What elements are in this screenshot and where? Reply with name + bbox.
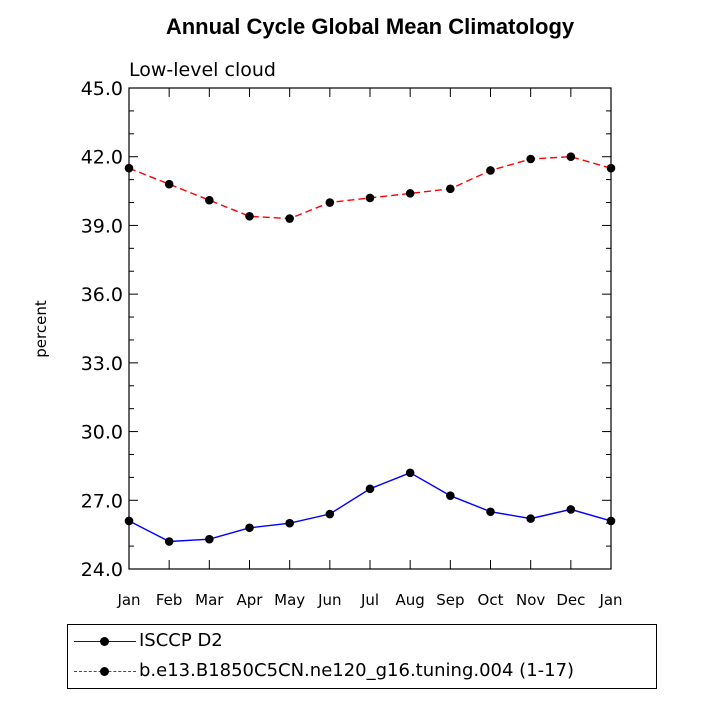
- y-tick-label: 24.0: [81, 559, 123, 581]
- data-point: [486, 507, 495, 517]
- plot-frame: [128, 87, 612, 570]
- data-point: [285, 214, 294, 223]
- x-tick-label: Sep: [436, 591, 464, 609]
- y-tick-label: 42.0: [81, 147, 123, 169]
- data-point: [446, 491, 455, 501]
- y-tick-label: 39.0: [81, 215, 123, 237]
- data-point: [405, 468, 415, 478]
- data-point: [606, 163, 616, 173]
- legend-item-isccp: ISCCP D2: [68, 629, 656, 655]
- x-tick-label: Jul: [360, 591, 379, 609]
- legend-label-isccp: ISCCP D2: [139, 630, 223, 651]
- y-axis-label: percent: [32, 300, 50, 358]
- x-tick-label: Oct: [478, 591, 504, 609]
- data-point: [245, 211, 254, 221]
- legend-item-model: b.e13.B1850C5CN.ne120_g16.tuning.004 (1-…: [68, 659, 656, 685]
- data-point: [365, 484, 375, 494]
- data-point: [124, 163, 134, 173]
- y-tick-label: 45.0: [81, 78, 123, 100]
- data-point: [486, 166, 495, 175]
- y-tick-label: 36.0: [81, 284, 123, 306]
- data-point: [245, 523, 254, 533]
- series-line-1: [128, 155, 612, 220]
- data-point: [164, 537, 174, 546]
- x-tick-label: Mar: [195, 591, 224, 609]
- data-point: [205, 534, 214, 544]
- legend-marker: [100, 637, 109, 646]
- y-tick-label: 33.0: [81, 353, 123, 375]
- y-tick-label: 27.0: [81, 490, 123, 512]
- x-tick-label: May: [274, 591, 305, 609]
- data-point: [325, 509, 335, 519]
- x-tick-label: Dec: [556, 591, 585, 609]
- x-tick-label: Nov: [516, 591, 545, 609]
- data-point: [566, 152, 576, 162]
- x-tick-label: Apr: [237, 591, 264, 609]
- legend-marker: [100, 667, 109, 676]
- data-point: [164, 179, 174, 189]
- data-point: [606, 516, 616, 526]
- x-tick-label: Aug: [396, 591, 425, 609]
- x-tick-label: Jan: [598, 591, 622, 609]
- data-point: [526, 154, 535, 164]
- chart-subtitle: Low-level cloud: [129, 59, 276, 81]
- data-point: [446, 184, 455, 194]
- x-tick-label: Jan: [116, 591, 140, 609]
- chart-title: Annual Cycle Global Mean Climatology: [165, 14, 575, 39]
- data-point: [405, 189, 415, 198]
- data-point: [325, 198, 335, 207]
- x-tick-label: Feb: [156, 591, 183, 609]
- data-point: [124, 516, 134, 526]
- data-point: [526, 514, 535, 523]
- series-line-0: [128, 472, 612, 543]
- data-point: [566, 505, 576, 514]
- x-tick-label: Jun: [317, 591, 341, 609]
- data-point: [285, 518, 294, 528]
- legend-label-model: b.e13.B1850C5CN.ne120_g16.tuning.004 (1-…: [139, 660, 575, 681]
- data-point: [205, 195, 214, 205]
- legend: ISCCP D2 b.e13.B1850C5CN.ne120_g16.tunin…: [67, 624, 657, 689]
- y-tick-label: 30.0: [81, 422, 123, 444]
- data-point: [365, 193, 375, 203]
